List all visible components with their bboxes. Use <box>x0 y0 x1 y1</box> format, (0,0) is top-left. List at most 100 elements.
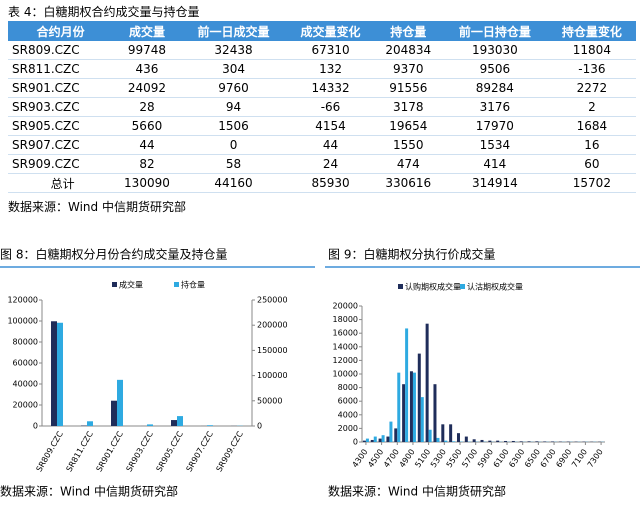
bar <box>409 371 413 442</box>
y2-tick-label: 200000 <box>257 321 288 330</box>
x-tick-label: SR905.CZC <box>155 429 186 473</box>
table-cell: -66 <box>286 97 375 117</box>
table-cell: 0 <box>180 135 287 155</box>
legend-label: 持仓量 <box>181 280 205 290</box>
chart-title: 图 9：白糖期权分执行价成交量 <box>328 247 495 262</box>
bar <box>362 440 366 442</box>
bar <box>480 439 484 442</box>
bar <box>402 384 406 442</box>
chart-source: 数据来源：Wind 中信期货研究部 <box>0 484 178 499</box>
bar <box>543 441 547 442</box>
table-cell: SR809.CZC <box>8 41 114 60</box>
y-tick-label: 4000 <box>338 410 358 419</box>
table-cell: 32438 <box>180 41 287 60</box>
legend-swatch <box>174 282 179 287</box>
x-tick-label: 5300 <box>429 447 448 469</box>
table-cell: 总计 <box>8 173 114 193</box>
table-cell: 5660 <box>113 116 181 136</box>
x-tick-label: 4300 <box>351 447 370 469</box>
bar <box>51 321 57 426</box>
bar <box>394 428 398 442</box>
table-cell: 89284 <box>441 78 548 98</box>
x-tick-label: 4900 <box>398 447 417 469</box>
x-tick-label: SR909.CZC <box>215 429 246 473</box>
y-tick-label: 0 <box>33 422 38 431</box>
bar <box>417 353 421 442</box>
table-cell: 2272 <box>547 78 636 98</box>
table-row: 总计 130090 44160 85930 330616 314914 15702 <box>8 173 636 193</box>
header-row: 合约月份 成交量 前一日成交量 成交量变化 持仓量 前一日持仓量 持仓量变化 <box>8 21 636 41</box>
bar <box>405 328 409 442</box>
table-cell: 82 <box>113 154 181 174</box>
x-tick-label: 6300 <box>507 447 526 469</box>
table-cell: 11804 <box>547 41 636 60</box>
x-tick-label: SR907.CZC <box>185 429 216 473</box>
column-header: 成交量 <box>113 21 181 41</box>
bar <box>57 322 63 426</box>
y2-tick-label: 0 <box>257 422 262 431</box>
table-row: SR905.CZC 5660 1506 4154 19654 17970 1684 <box>8 116 636 136</box>
y2-tick-label: 150000 <box>257 346 288 355</box>
legend-swatch <box>460 284 465 289</box>
table-cell: 28 <box>113 97 181 117</box>
bar <box>551 441 555 442</box>
table-cell: 130090 <box>113 173 181 193</box>
bar <box>425 323 429 442</box>
table-cell: SR901.CZC <box>8 78 114 98</box>
table-cell: 304 <box>180 59 287 79</box>
bar <box>412 372 416 442</box>
chart-title: 图 8：白糖期权分月份合约成交量及持仓量 <box>0 247 227 262</box>
bar <box>456 433 460 442</box>
bar <box>420 397 424 442</box>
bar <box>147 424 153 426</box>
table-cell: SR905.CZC <box>8 116 114 136</box>
table-cell: 19654 <box>374 116 442 136</box>
table-cell: SR907.CZC <box>8 135 114 155</box>
bar <box>177 416 183 426</box>
y-tick-label: 10000 <box>333 370 358 379</box>
y-tick-label: 60000 <box>13 359 38 368</box>
y2-tick-label: 50000 <box>257 396 282 405</box>
table-caption: 表 4：白糖期权合约成交量与持仓量 <box>8 5 200 19</box>
bar <box>449 424 453 442</box>
bar <box>117 379 123 426</box>
table-cell: 60 <box>547 154 636 174</box>
x-tick-label: 5700 <box>460 447 479 469</box>
table-cell: 1534 <box>441 135 548 155</box>
bar <box>535 441 539 442</box>
x-tick-label: 4700 <box>382 447 401 469</box>
bar <box>441 424 445 442</box>
table-cell: 85930 <box>286 173 375 193</box>
chart-source: 数据来源：Wind 中信期货研究部 <box>328 484 506 499</box>
column-header: 持仓量 <box>374 21 442 41</box>
y-tick-label: 20000 <box>13 401 38 410</box>
table-cell: 3178 <box>374 97 442 117</box>
x-tick-label: 5500 <box>445 447 464 469</box>
table-body: SR809.CZC 99748 32438 67310 204834 193030 1180… <box>8 41 636 193</box>
x-tick-label: 5100 <box>413 447 432 469</box>
y-tick-label: 6000 <box>338 397 358 406</box>
table-cell: 2 <box>547 97 636 117</box>
table-cell: 9760 <box>180 78 287 98</box>
table-cell: SR909.CZC <box>8 154 114 174</box>
y-tick-label: 0 <box>353 438 358 447</box>
bar <box>433 384 437 442</box>
column-header: 前一日成交量 <box>180 21 287 41</box>
bar <box>488 440 492 442</box>
bar <box>370 439 374 442</box>
legend-label: 认购期权成交量 <box>405 282 461 292</box>
y2-tick-label: 250000 <box>257 296 288 305</box>
y-tick-label: 16000 <box>333 329 358 338</box>
table-cell: 67310 <box>286 41 375 60</box>
bar <box>378 438 382 442</box>
bar <box>464 436 468 442</box>
bar <box>428 429 432 442</box>
x-tick-label: 6700 <box>539 447 558 469</box>
bar <box>472 439 476 442</box>
y-tick-label: 120000 <box>7 296 38 305</box>
x-tick-label: 7100 <box>570 447 589 469</box>
table-cell: 58 <box>180 154 287 174</box>
bar <box>511 440 515 442</box>
table-cell: 17970 <box>441 116 548 136</box>
